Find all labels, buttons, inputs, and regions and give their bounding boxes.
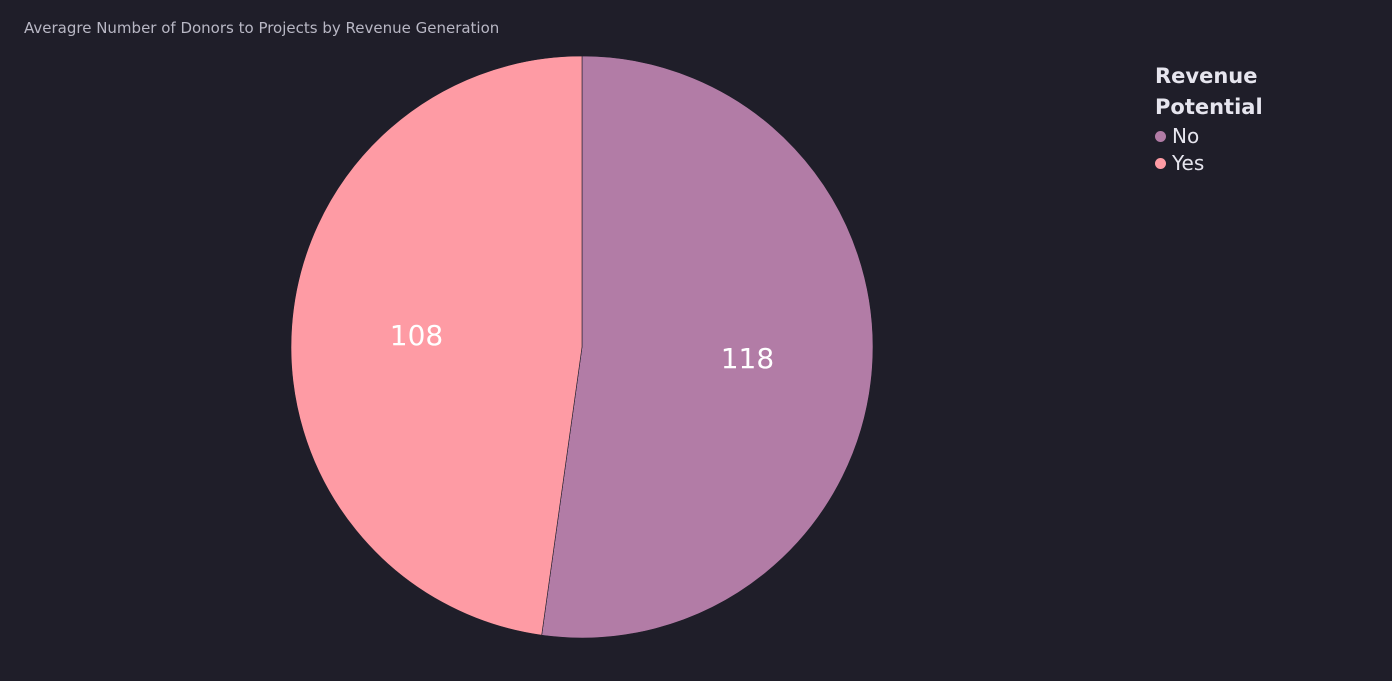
slice-value-label-no: 118 (721, 342, 774, 375)
legend-item-yes[interactable]: Yes (1155, 150, 1285, 177)
chart-title: Averagre Number of Donors to Projects by… (24, 19, 500, 37)
pie-slice-no[interactable] (541, 55, 874, 639)
pie-slice-yes[interactable] (290, 55, 583, 636)
legend-swatch-icon (1155, 131, 1166, 142)
legend-item-label: No (1172, 124, 1200, 148)
legend-item-label: Yes (1172, 151, 1205, 175)
legend: Revenue Potential No Yes (1155, 61, 1285, 177)
legend-title: Revenue Potential (1155, 64, 1263, 119)
legend-items: No Yes (1155, 123, 1285, 177)
slice-value-label-yes: 108 (390, 319, 443, 352)
legend-swatch-icon (1155, 158, 1166, 169)
legend-item-no[interactable]: No (1155, 123, 1285, 150)
